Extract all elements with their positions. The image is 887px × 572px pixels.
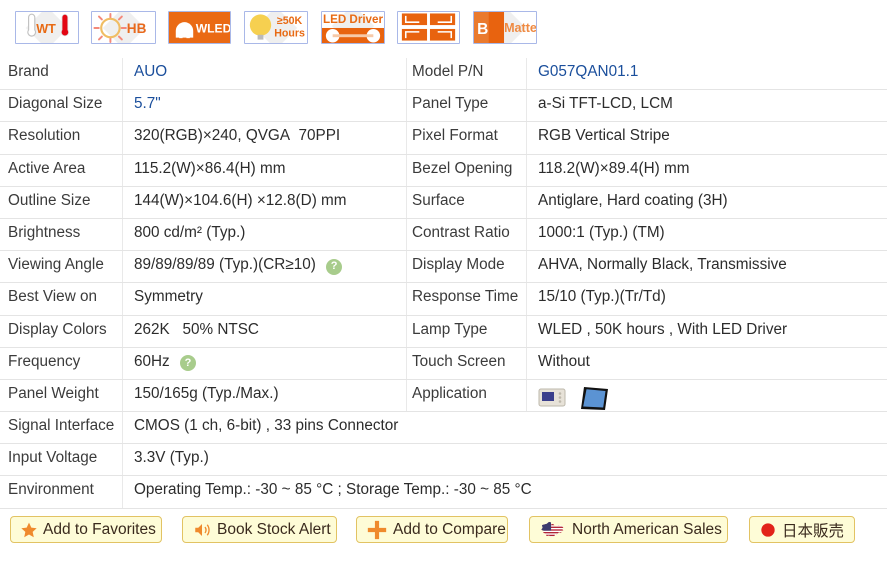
svg-text:WT: WT [36,22,56,36]
svg-text:B: B [477,21,488,38]
svg-text:HB: HB [127,21,147,36]
svg-text:Hours: Hours [274,28,305,40]
svg-text:≥50K: ≥50K [277,15,303,27]
svg-text:LED Driver: LED Driver [323,13,383,26]
svg-text:Matte: Matte [504,21,536,35]
svg-text:WLED: WLED [196,21,230,35]
